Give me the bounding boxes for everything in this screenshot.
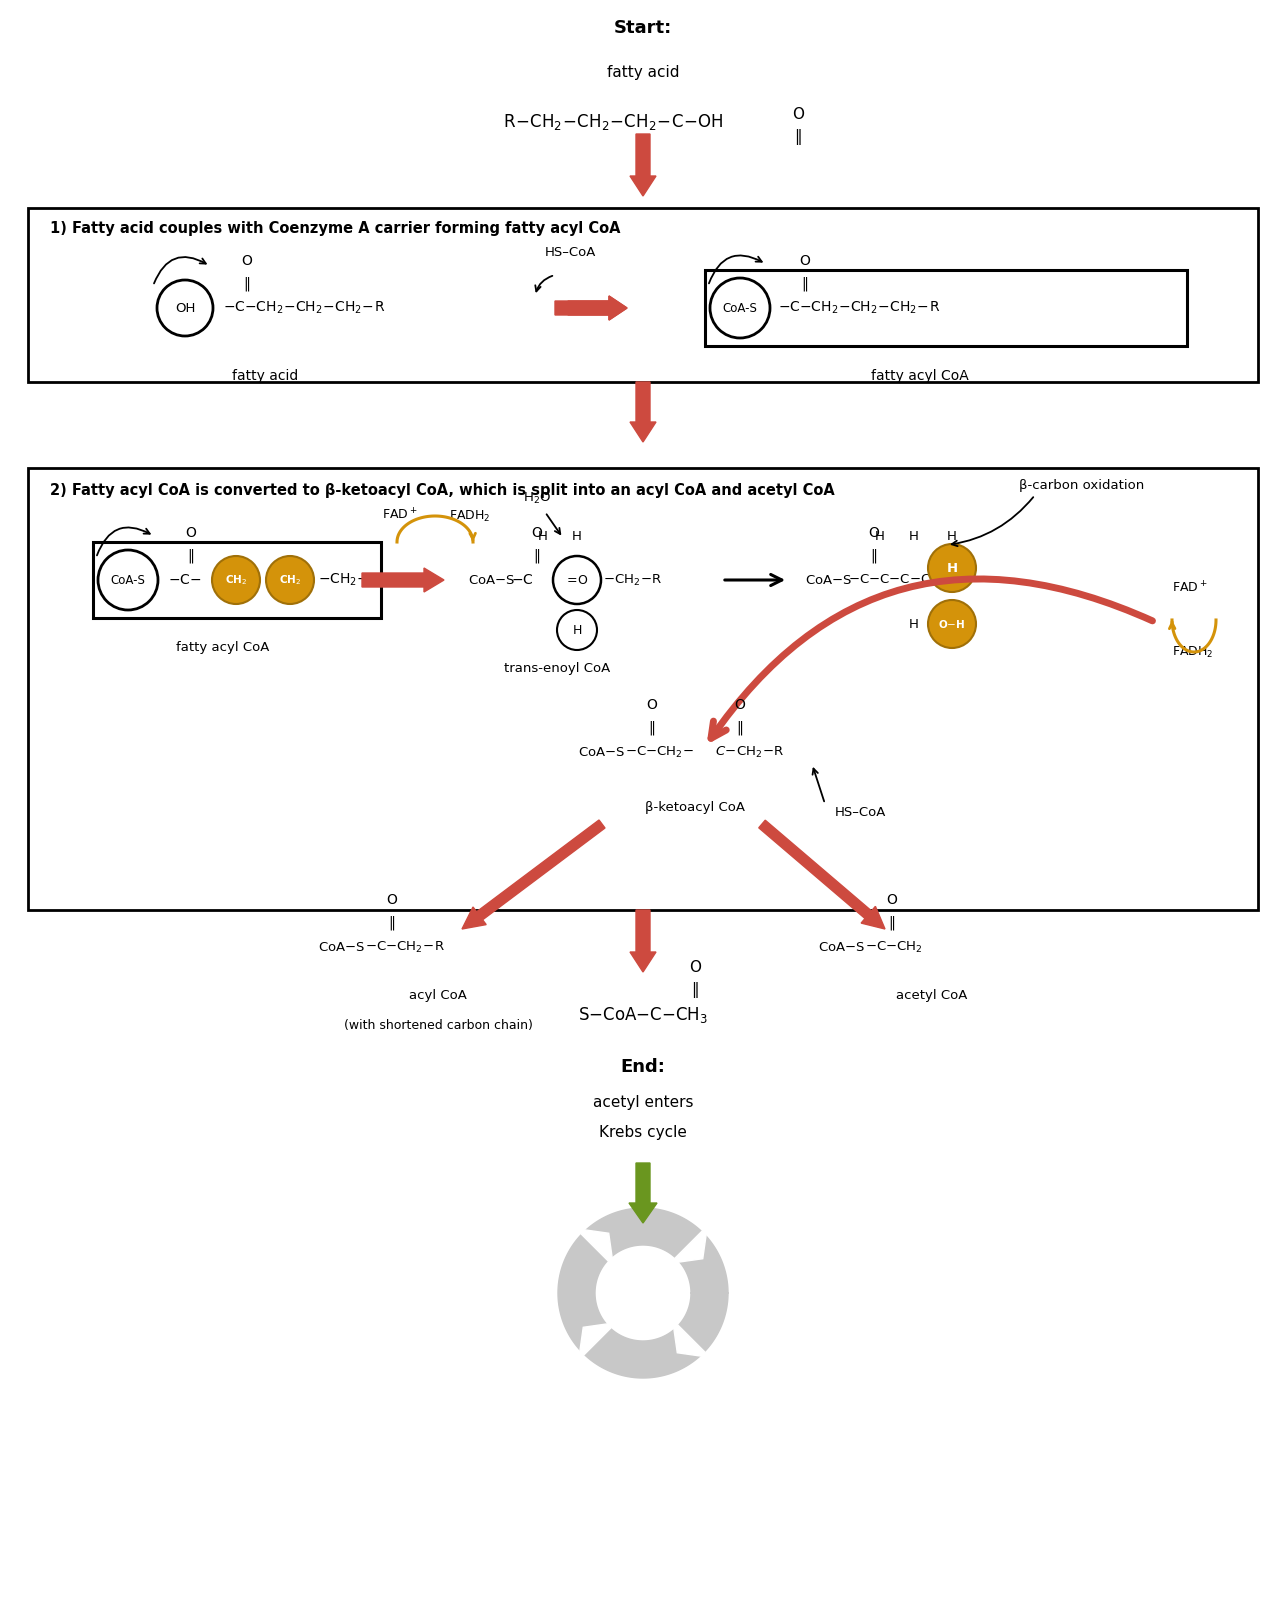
Text: CH$_2$: CH$_2$: [225, 574, 247, 586]
Text: $-$C$-$CH$_2\!-\!$CH$_2\!-\!$CH$_2\!-\!$R: $-$C$-$CH$_2\!-\!$CH$_2\!-\!$CH$_2\!-\!$…: [778, 300, 940, 316]
Text: H: H: [874, 529, 885, 542]
Text: ‖: ‖: [648, 721, 656, 735]
Text: O: O: [387, 893, 397, 908]
Text: ‖: ‖: [188, 548, 194, 562]
Polygon shape: [579, 1323, 616, 1360]
FancyArrow shape: [630, 382, 656, 443]
Text: $-$C$-$CH$_2$: $-$C$-$CH$_2$: [865, 940, 922, 954]
Text: (with shortened carbon chain): (with shortened carbon chain): [343, 1018, 532, 1031]
Text: H: H: [909, 617, 919, 631]
Text: CoA$-$S: CoA$-$S: [805, 574, 853, 586]
Text: ‖: ‖: [243, 276, 251, 291]
Text: H$_2$O: H$_2$O: [523, 491, 550, 505]
Text: H: H: [946, 529, 957, 542]
Text: Start:: Start:: [613, 19, 673, 37]
Text: CH$_2$: CH$_2$: [279, 574, 301, 586]
Text: $C\!-\!$CH$_2\!-\!$R: $C\!-\!$CH$_2\!-\!$R: [715, 745, 784, 759]
Circle shape: [928, 543, 976, 591]
Text: acyl CoA: acyl CoA: [409, 989, 467, 1002]
Text: acetyl enters: acetyl enters: [593, 1096, 693, 1111]
Polygon shape: [558, 1208, 728, 1377]
Text: $\!=\!$O: $\!=\!$O: [566, 574, 588, 586]
Text: CoA$-$S: CoA$-$S: [318, 941, 365, 954]
Text: Krebs cycle: Krebs cycle: [599, 1125, 687, 1141]
FancyArrow shape: [630, 134, 656, 197]
Polygon shape: [576, 1229, 613, 1266]
Text: ‖: ‖: [737, 721, 743, 735]
Text: O: O: [800, 254, 810, 268]
Text: O: O: [647, 698, 657, 713]
Text: trans-enoyl CoA: trans-enoyl CoA: [504, 662, 610, 674]
Text: End:: End:: [621, 1058, 665, 1075]
Text: ‖: ‖: [801, 276, 809, 291]
Text: O: O: [242, 254, 252, 268]
Text: FAD$^+$: FAD$^+$: [1172, 580, 1208, 596]
Text: $-$C: $-$C: [511, 574, 534, 586]
Text: O: O: [792, 107, 804, 121]
Text: ‖: ‖: [889, 916, 895, 930]
FancyArrow shape: [629, 1163, 657, 1222]
Text: 1) Fatty acid couples with Coenzyme A carrier forming fatty acyl CoA: 1) Fatty acid couples with Coenzyme A ca…: [50, 221, 621, 235]
Text: acetyl CoA: acetyl CoA: [896, 989, 967, 1002]
Text: fatty acyl CoA: fatty acyl CoA: [176, 641, 270, 655]
Polygon shape: [673, 1320, 710, 1357]
Text: H: H: [572, 623, 581, 636]
Text: $-$CH$_2\!-\!$R: $-$CH$_2\!-\!$R: [603, 572, 662, 588]
Text: FADH$_2$: FADH$_2$: [1172, 644, 1214, 660]
Text: 2) Fatty acyl CoA is converted to β-ketoacyl CoA, which is split into an acyl Co: 2) Fatty acyl CoA is converted to β-keto…: [50, 483, 835, 497]
FancyArrow shape: [556, 296, 628, 320]
Text: FAD$^+$: FAD$^+$: [382, 508, 418, 523]
Text: $-$CH$_2\!-\!$R: $-$CH$_2\!-\!$R: [318, 572, 381, 588]
Text: β-carbon oxidation: β-carbon oxidation: [1020, 478, 1145, 492]
Text: O: O: [734, 698, 746, 713]
Text: fatty acid: fatty acid: [607, 64, 679, 80]
Text: OH: OH: [175, 302, 195, 315]
Text: HS–CoA: HS–CoA: [544, 246, 595, 259]
Text: CoA$-$S: CoA$-$S: [818, 941, 865, 954]
FancyBboxPatch shape: [28, 208, 1258, 382]
FancyArrow shape: [568, 296, 628, 320]
Text: O$-$H: O$-$H: [939, 618, 966, 630]
FancyBboxPatch shape: [28, 468, 1258, 909]
Text: ‖: ‖: [534, 548, 540, 562]
Text: CoA-S: CoA-S: [111, 574, 145, 586]
Text: fatty acid: fatty acid: [231, 369, 298, 384]
Text: H: H: [909, 529, 919, 542]
Text: H: H: [572, 529, 583, 542]
Circle shape: [212, 556, 260, 604]
Text: O: O: [185, 526, 197, 540]
Text: H: H: [538, 529, 548, 542]
Text: $-$C$-$CH$_2\!-$: $-$C$-$CH$_2\!-$: [625, 745, 694, 759]
Text: $-$C$-$CH$_2\!-\!$R: $-$C$-$CH$_2\!-\!$R: [365, 940, 445, 954]
Text: ‖: ‖: [388, 916, 395, 930]
Text: O: O: [531, 526, 543, 540]
Text: fatty acyl CoA: fatty acyl CoA: [871, 369, 968, 384]
Text: $-$C$-$: $-$C$-$: [168, 574, 202, 586]
Circle shape: [928, 599, 976, 649]
Text: $-$C$-$CH$_2\!-\!$CH$_2\!-\!$CH$_2\!-\!$R: $-$C$-$CH$_2\!-\!$CH$_2\!-\!$CH$_2\!-\!$…: [222, 300, 386, 316]
Text: HS–CoA: HS–CoA: [835, 805, 886, 818]
FancyArrow shape: [462, 820, 604, 928]
FancyArrow shape: [361, 567, 444, 591]
FancyArrow shape: [630, 909, 656, 972]
Text: ‖: ‖: [691, 983, 698, 999]
Text: CoA$-$S: CoA$-$S: [468, 574, 514, 586]
Text: β-ketoacyl CoA: β-ketoacyl CoA: [646, 801, 745, 813]
Text: O: O: [886, 893, 898, 908]
FancyArrow shape: [759, 820, 885, 928]
Text: O: O: [868, 526, 880, 540]
Text: FADH$_2$: FADH$_2$: [449, 510, 491, 524]
Text: $-$C$-$C$-$C$-$CH$_2\!-\!$R: $-$C$-$C$-$C$-$CH$_2\!-\!$R: [847, 572, 968, 588]
Circle shape: [266, 556, 314, 604]
Text: CoA-S: CoA-S: [723, 302, 757, 315]
Text: R$\!-\!$CH$_2\!-\!$CH$_2\!-\!$CH$_2\!-\!$C$\!-\!$OH: R$\!-\!$CH$_2\!-\!$CH$_2\!-\!$CH$_2\!-\!…: [503, 112, 723, 133]
Text: CoA$-$S: CoA$-$S: [577, 746, 625, 759]
Text: S$-$CoA$-$C$-$CH$_3$: S$-$CoA$-$C$-$CH$_3$: [579, 1005, 707, 1024]
Polygon shape: [670, 1226, 707, 1264]
Text: ‖: ‖: [871, 548, 877, 562]
Text: H: H: [946, 561, 958, 575]
Text: O: O: [689, 960, 701, 975]
Text: ‖: ‖: [795, 129, 801, 145]
